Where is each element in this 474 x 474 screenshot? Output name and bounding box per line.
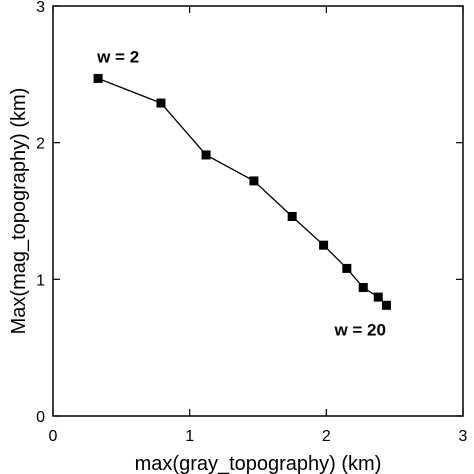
data-point (319, 240, 329, 250)
data-point (381, 300, 391, 310)
x-tick-label: 0 (49, 428, 58, 445)
y-tick-label: 1 (36, 272, 45, 289)
x-tick-label: 2 (322, 428, 331, 445)
x-tick-label: 3 (459, 428, 468, 445)
data-point (358, 283, 368, 293)
y-tick-label: 2 (36, 136, 45, 153)
point-annotation: w = 2 (96, 47, 139, 66)
data-point (287, 211, 297, 221)
data-point (156, 98, 166, 108)
series-line (97, 77, 387, 306)
x-axis: 0 1 2 3 (49, 6, 468, 445)
point-annotation: w = 20 (333, 320, 386, 339)
x-axis-label: max(gray_topography) (km) (135, 453, 382, 474)
data-point (342, 263, 352, 273)
annotations: w = 2 w = 20 (96, 47, 386, 339)
y-axis: 0 1 2 3 (36, 0, 463, 426)
plot-frame (52, 5, 464, 417)
y-tick-label: 0 (36, 409, 45, 426)
y-axis-label: Max(mag_topography) (km) (8, 88, 30, 335)
data-point (373, 292, 383, 302)
data-point (93, 73, 103, 83)
series-group (93, 73, 391, 310)
y-tick-label: 3 (36, 0, 45, 16)
data-point (201, 150, 211, 160)
data-point (249, 176, 259, 186)
axes-frame (52, 5, 464, 417)
x-tick-label: 1 (185, 428, 194, 445)
